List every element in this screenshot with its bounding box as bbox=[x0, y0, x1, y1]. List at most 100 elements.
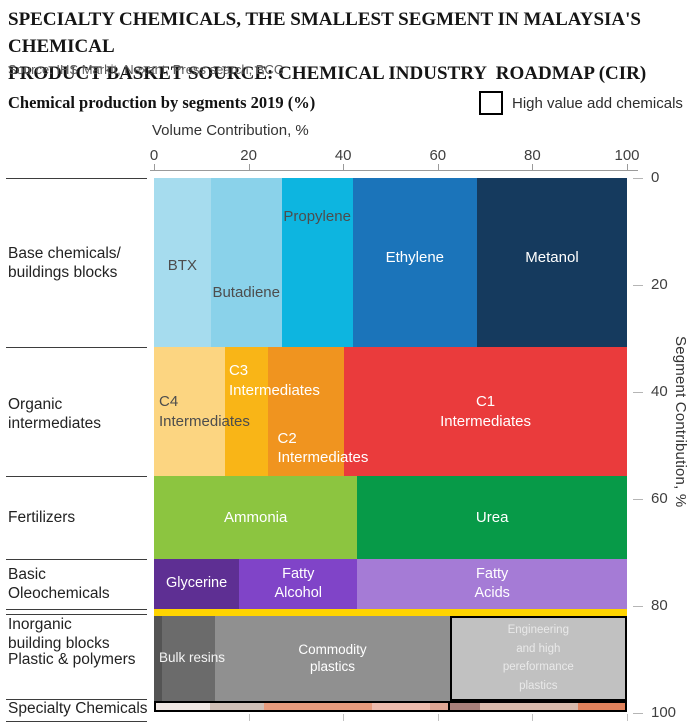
block-ammonia: Ammonia bbox=[154, 475, 358, 559]
block-bulk-resins: Bulk resins bbox=[154, 615, 225, 701]
segment-label-inorganic-building-blocks: Inorganic building blocks bbox=[8, 616, 110, 652]
x-axis-line bbox=[150, 170, 638, 171]
block-sp4 bbox=[371, 702, 431, 711]
block-label: Glycerine bbox=[165, 575, 228, 592]
chart-row-specialty-chemicals bbox=[154, 700, 627, 713]
block-sp6 bbox=[449, 702, 480, 711]
block-label: Engineering and high pereformance plasti… bbox=[502, 624, 574, 692]
block-fatty-acids: Fatty Acids bbox=[357, 558, 627, 609]
chart-title: Chemical production by segments 2019 (%) bbox=[8, 93, 316, 112]
high-value-divider bbox=[448, 700, 451, 713]
block-c1: C1 Intermediates bbox=[344, 347, 627, 476]
bottom-tick-mark bbox=[437, 714, 439, 721]
x-tick-mark bbox=[437, 164, 439, 171]
block-label: C4 Intermediates bbox=[159, 393, 250, 430]
high-value-outline-swatch-icon bbox=[479, 91, 503, 115]
chart-row-inorganic-building-blocks bbox=[154, 608, 627, 616]
block-label: Urea bbox=[475, 508, 509, 526]
y-tick-mark bbox=[633, 392, 643, 393]
block-label: Propylene bbox=[283, 207, 351, 225]
block-label: Ethylene bbox=[385, 248, 444, 266]
chart-row-plastics-polymers: Bulk resins Commodity plastics Engineering… bbox=[154, 615, 627, 701]
x-tick-mark bbox=[248, 164, 250, 171]
block-fatty-alcohol: Fatty Alcohol bbox=[239, 558, 358, 609]
segment-divider-line bbox=[6, 609, 147, 610]
block-c2: C2 Intermediates bbox=[267, 347, 368, 476]
y-axis-title: Segment Contribution, % bbox=[672, 336, 689, 508]
segment-divider-line bbox=[6, 178, 147, 179]
block-btx: BTX bbox=[154, 178, 211, 348]
chart-row-organic-intermediates: C4 Intermediates C3 Intermediates C2 Inter… bbox=[154, 347, 627, 476]
block-label: Fatty Acids bbox=[474, 565, 510, 601]
block-metanol: Metanol bbox=[477, 178, 627, 348]
x-tick-label: 0 bbox=[149, 147, 159, 164]
y-tick-label: 80 bbox=[651, 597, 668, 614]
mosaic-plot: BTX Butadiene Propylene Ethylene Metanol C4 I… bbox=[154, 178, 627, 713]
block-label: Metanol bbox=[525, 248, 579, 266]
segment-divider-line bbox=[6, 721, 147, 722]
y-tick-label: 60 bbox=[651, 490, 668, 507]
segment-divider-line bbox=[6, 559, 147, 560]
segment-divider-line bbox=[6, 476, 147, 477]
block-urea: Urea bbox=[357, 475, 627, 559]
block-label: Ammonia bbox=[224, 508, 288, 526]
block-c3: C3 Intermediates bbox=[224, 347, 320, 476]
block-butadiene: Butadiene bbox=[210, 178, 282, 348]
x-tick-label: 20 bbox=[240, 147, 257, 164]
x-tick-label: 60 bbox=[429, 147, 447, 164]
x-tick-label: 80 bbox=[524, 147, 541, 164]
x-tick-label: 40 bbox=[334, 147, 352, 164]
block-sp5 bbox=[430, 702, 450, 711]
block-propylene: Propylene bbox=[281, 178, 353, 348]
block-engineering-plastics: Engineering and high pereformance plasti… bbox=[449, 615, 627, 701]
block-label: Butadiene bbox=[212, 283, 280, 301]
y-tick-mark bbox=[633, 499, 643, 500]
legend-label: High value add chemicals bbox=[512, 94, 683, 112]
legend: High value add chemicals bbox=[479, 91, 683, 115]
bottom-tick-mark bbox=[343, 714, 345, 721]
block-label: C2 Intermediates bbox=[277, 429, 369, 467]
x-tick-mark bbox=[627, 164, 628, 171]
y-tick-label: 100 bbox=[651, 704, 677, 721]
block-label: Fatty Alcohol bbox=[274, 565, 323, 601]
segment-divider-line bbox=[6, 614, 147, 615]
block-sp8 bbox=[578, 702, 625, 711]
x-tick-mark bbox=[154, 164, 155, 171]
block-sp7 bbox=[479, 702, 579, 711]
page-title: SPECIALTY CHEMICALS, THE SMALLEST SEGMEN… bbox=[8, 9, 647, 84]
x-tick-mark bbox=[532, 164, 534, 171]
block-c4: C4 Intermediates bbox=[154, 347, 250, 476]
block-sp1 bbox=[156, 702, 210, 711]
segment-label-plastics-polymers: Plastic & polymers bbox=[8, 651, 136, 668]
segment-divider-line bbox=[6, 347, 147, 348]
block-sp3 bbox=[263, 702, 372, 711]
bottom-tick-mark bbox=[627, 714, 628, 721]
segment-label-specialty-chemicals: Specialty Chemicals bbox=[8, 700, 148, 717]
chart-row-fertilizers: Ammonia Urea bbox=[154, 475, 627, 559]
segment-label-basic-oleochemicals: Basic Oleochemicals bbox=[8, 566, 110, 602]
bottom-tick-mark bbox=[248, 714, 250, 721]
segment-label-fertilizers: Fertilizers bbox=[8, 509, 76, 526]
x-tick-label: 100 bbox=[614, 147, 640, 164]
source-attribution: Source: IHS Markit, Nexant, Press search… bbox=[8, 62, 284, 77]
block-label: Bulk resins bbox=[159, 650, 226, 666]
block-label: Commodity plastics bbox=[298, 641, 367, 675]
x-tick-mark bbox=[343, 164, 345, 171]
block-inorganic bbox=[154, 608, 627, 616]
segment-label-base-chemicals: Base chemicals/ buildings blocks bbox=[8, 245, 121, 281]
segment-divider-line bbox=[6, 699, 147, 700]
chart-row-basic-oleochemicals: Glycerine Fatty Alcohol Fatty Acids bbox=[154, 558, 627, 609]
block-sp2 bbox=[209, 702, 264, 711]
chart-row-base-chemicals: BTX Butadiene Propylene Ethylene Metanol bbox=[154, 178, 627, 348]
segment-label-organic-intermediates: Organic intermediates bbox=[8, 396, 102, 432]
block-glycerine: Glycerine bbox=[154, 558, 240, 609]
y-tick-mark bbox=[633, 178, 643, 179]
y-tick-mark bbox=[633, 285, 643, 286]
y-tick-label: 20 bbox=[651, 276, 668, 293]
y-tick-mark bbox=[633, 713, 643, 714]
block-label: C3 Intermediates bbox=[228, 362, 320, 399]
block-ethylene: Ethylene bbox=[352, 178, 478, 348]
block-label: BTX bbox=[167, 256, 197, 274]
y-tick-label: 40 bbox=[651, 383, 668, 400]
